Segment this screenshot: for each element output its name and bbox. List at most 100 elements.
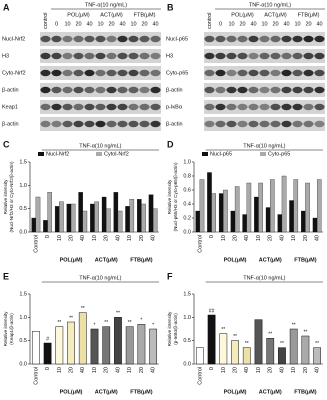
bar (141, 203, 146, 233)
row-label: H3 (2, 53, 9, 59)
blot-band (292, 35, 303, 43)
blot-band (51, 86, 62, 94)
bar (114, 317, 122, 365)
blot-band (73, 103, 84, 111)
x-tick-label: 10 (221, 367, 227, 373)
x-tick-label: Control (33, 235, 39, 253)
blot-band (73, 120, 84, 128)
significance-mark: ** (221, 327, 225, 333)
bar (117, 210, 123, 233)
x-tick-label: 40 (315, 235, 321, 241)
blot-band (106, 120, 117, 128)
blot-band (270, 69, 281, 77)
y-tick-label: 1.5 (19, 291, 27, 297)
blot-band (226, 52, 237, 60)
bar (90, 328, 99, 365)
blot-strip (204, 83, 325, 97)
x-tick-label: 20 (139, 235, 145, 241)
blot-band (303, 35, 314, 43)
lane-label: 40 (316, 21, 322, 27)
bar (218, 193, 224, 233)
y-tick-label: 1.0 (183, 315, 191, 321)
bar (231, 340, 239, 365)
blot-band (128, 120, 139, 128)
blot-band (215, 52, 226, 60)
x-tick-label: 10 (127, 367, 133, 373)
group-label: ACT(μM) (100, 12, 123, 18)
legend-label: Nucl-Nrf2 (46, 151, 69, 157)
group-label: ACT(μM) (95, 389, 118, 395)
chart-title: TNF-α(10 ng/mL) (243, 143, 285, 149)
panel-letter: F (167, 271, 173, 281)
blot-band (248, 86, 259, 94)
x-tick-label: 10 (291, 367, 297, 373)
blot-band (62, 86, 73, 94)
y-axis-label: Relative intensity (3, 179, 8, 214)
y-tick-label: 1.0 (19, 183, 27, 189)
blot-band (248, 52, 259, 60)
y-tick-label: 0.0 (19, 361, 27, 367)
x-tick-label: 20 (232, 235, 238, 241)
chart-title: TNF-α(10 ng/mL) (79, 275, 121, 281)
blot-band (215, 86, 226, 94)
blot-band (292, 120, 303, 128)
blot-band (117, 86, 128, 94)
bar (301, 335, 310, 365)
blot-band (128, 103, 139, 111)
x-tick-label: 10 (92, 235, 98, 241)
treatment-label: TNF-α(10 ng/mL) (249, 2, 291, 8)
blot-band (139, 120, 150, 128)
y-axis-label: (p-IκBα/β-actin) (173, 313, 178, 345)
blot-band (259, 86, 270, 94)
x-tick-label: 40 (80, 367, 86, 373)
row-label: H3 (166, 53, 173, 59)
blot-band (314, 86, 325, 94)
significance-mark: ** (81, 306, 85, 312)
x-tick-label: 40 (80, 235, 86, 241)
significance-mark: ** (69, 315, 73, 321)
blot-band (40, 52, 51, 60)
blot-band (281, 69, 292, 77)
legend-swatch (202, 152, 208, 156)
blot-band (303, 103, 314, 111)
panel-letter: B (167, 2, 174, 12)
group-label: FTB(μM) (130, 389, 152, 395)
lane-label: 10 (130, 21, 136, 27)
bar (289, 200, 294, 233)
significance-mark: ** (292, 322, 296, 328)
significance-mark: * (94, 322, 96, 328)
bar (149, 328, 158, 365)
x-tick-label: 0 (45, 235, 51, 238)
blot-band (106, 52, 117, 60)
x-tick-label: 40 (115, 235, 121, 241)
group-label: FTB(μM) (130, 257, 152, 263)
x-tick-label: 40 (244, 235, 250, 241)
blot-band (281, 103, 292, 111)
bar (125, 326, 134, 365)
bar (35, 196, 41, 233)
blot-band (314, 103, 325, 111)
blot-band (84, 69, 95, 77)
blot-band (95, 103, 106, 111)
blot-band (139, 52, 150, 60)
lane-label: 0 (219, 21, 222, 27)
bar (125, 206, 130, 233)
lane-label: 20 (141, 21, 147, 27)
significance-mark: # (46, 336, 49, 342)
x-tick-label: 10 (127, 235, 133, 241)
blot-band (51, 69, 62, 77)
lane-label: 40 (86, 21, 92, 27)
bar (94, 201, 99, 233)
blot-band (40, 103, 51, 111)
group-label: ACT(μM) (95, 257, 118, 263)
significance-mark: ** (268, 332, 272, 338)
y-axis-label: Relative intensity (167, 311, 172, 346)
blot-band (292, 103, 303, 111)
x-tick-label: 10 (291, 235, 297, 241)
blot-band (51, 120, 62, 128)
row-label: β-actin (2, 87, 19, 93)
chart-title: TNF-α(10 ng/mL) (79, 143, 121, 149)
panel-letter: C (3, 139, 10, 149)
blot-band (314, 52, 325, 60)
bar (265, 207, 271, 233)
